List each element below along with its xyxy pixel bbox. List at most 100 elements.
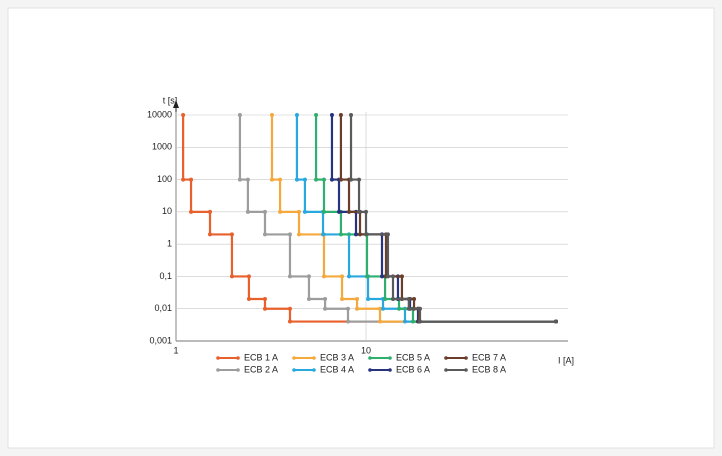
point <box>294 113 299 117</box>
point <box>208 209 213 214</box>
legend-dot <box>292 356 296 360</box>
point <box>417 319 422 324</box>
point <box>262 209 267 214</box>
point <box>338 232 343 237</box>
point <box>378 319 383 324</box>
legend-dot <box>464 356 468 360</box>
point <box>338 113 343 117</box>
legend-dot <box>292 368 296 372</box>
point <box>355 306 360 311</box>
point <box>262 296 267 301</box>
legend-dot <box>236 356 240 360</box>
point <box>294 177 299 182</box>
point <box>323 306 328 311</box>
point <box>262 232 267 237</box>
legend-dot <box>216 368 220 372</box>
point <box>340 274 345 279</box>
point <box>357 209 362 214</box>
point <box>287 319 292 324</box>
point <box>399 274 404 279</box>
point <box>554 319 558 324</box>
legend-label: ECB 1 A <box>244 352 278 362</box>
point <box>397 306 402 311</box>
point <box>321 209 326 214</box>
point <box>385 232 390 237</box>
point <box>347 274 352 279</box>
legend-dot <box>312 356 316 360</box>
legend-dot <box>388 368 392 372</box>
point <box>380 274 385 279</box>
point <box>287 232 292 237</box>
y-axis-arrow <box>173 100 179 108</box>
legend-dot <box>236 368 240 372</box>
point <box>314 113 319 117</box>
point <box>412 296 417 301</box>
point <box>245 209 250 214</box>
point <box>181 177 186 182</box>
point <box>366 296 371 301</box>
point <box>246 274 251 279</box>
point <box>297 232 302 237</box>
legend-label: ECB 7 A <box>472 352 506 362</box>
point <box>338 177 343 182</box>
point <box>417 306 422 311</box>
point <box>246 296 251 301</box>
point <box>406 296 411 301</box>
point <box>262 306 267 311</box>
legend-label: ECB 3 A <box>320 352 354 362</box>
point <box>410 319 415 324</box>
legend-label: ECB 2 A <box>244 364 278 374</box>
point <box>385 274 390 279</box>
point <box>364 232 368 237</box>
point <box>349 113 354 117</box>
legend-dot <box>444 368 448 372</box>
point <box>381 306 386 311</box>
point <box>390 274 395 279</box>
y-tick-label: 10 <box>162 206 172 216</box>
point <box>406 306 411 311</box>
point <box>337 209 342 214</box>
point <box>357 177 362 182</box>
point <box>306 296 311 301</box>
legend-dot <box>444 356 448 360</box>
point <box>402 319 407 324</box>
point <box>347 209 352 214</box>
point <box>340 296 345 301</box>
point <box>245 177 250 182</box>
point <box>302 209 307 214</box>
point <box>321 232 326 237</box>
point <box>314 177 319 182</box>
point <box>355 296 360 301</box>
y-tick-label: 100 <box>157 174 172 184</box>
point <box>364 209 368 214</box>
x-axis-label: I [A] <box>558 355 574 365</box>
y-tick-label: 0,01 <box>154 303 172 313</box>
point <box>287 274 292 279</box>
point <box>364 274 369 279</box>
point <box>297 209 302 214</box>
point <box>349 177 354 182</box>
point <box>302 177 307 182</box>
legend-dot <box>312 368 316 372</box>
point <box>208 232 213 237</box>
point <box>321 177 326 182</box>
point <box>390 296 395 301</box>
legend-dot <box>388 356 392 360</box>
legend-dot <box>368 368 372 372</box>
point <box>358 232 363 237</box>
point <box>323 296 328 301</box>
point <box>237 177 242 182</box>
y-tick-label: 10000 <box>147 109 172 119</box>
point <box>269 113 274 117</box>
legend-dot <box>368 356 372 360</box>
point <box>189 177 194 182</box>
legend-dot <box>464 368 468 372</box>
point <box>329 113 334 117</box>
legend-label: ECB 4 A <box>320 364 354 374</box>
point <box>306 274 311 279</box>
y-axis-label: t [s] <box>163 95 178 105</box>
point <box>345 306 350 311</box>
legend-dot <box>216 356 220 360</box>
point <box>329 177 334 182</box>
point <box>383 296 388 301</box>
